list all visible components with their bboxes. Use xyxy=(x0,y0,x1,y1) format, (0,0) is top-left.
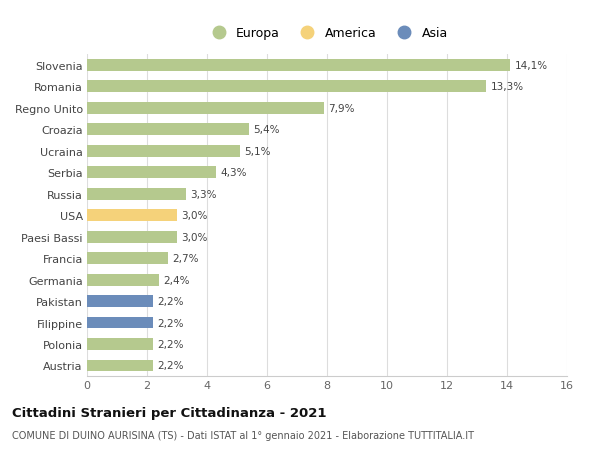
Bar xyxy=(87,317,153,329)
Text: 3,0%: 3,0% xyxy=(182,211,208,221)
Bar xyxy=(87,81,486,93)
Text: 2,2%: 2,2% xyxy=(157,339,184,349)
Text: 13,3%: 13,3% xyxy=(491,82,524,92)
Text: 2,2%: 2,2% xyxy=(157,361,184,371)
Bar xyxy=(87,360,153,372)
Text: 14,1%: 14,1% xyxy=(515,61,548,71)
Text: 3,3%: 3,3% xyxy=(191,189,217,199)
Text: 2,4%: 2,4% xyxy=(163,275,190,285)
Bar xyxy=(87,274,159,286)
Bar xyxy=(87,296,153,308)
Bar xyxy=(87,210,177,222)
Text: 7,9%: 7,9% xyxy=(329,104,355,114)
Bar xyxy=(87,60,510,72)
Text: 2,2%: 2,2% xyxy=(157,318,184,328)
Bar xyxy=(87,231,177,243)
Bar xyxy=(87,338,153,350)
Bar xyxy=(87,252,168,264)
Text: 4,3%: 4,3% xyxy=(221,168,247,178)
Bar xyxy=(87,103,324,115)
Text: COMUNE DI DUINO AURISINA (TS) - Dati ISTAT al 1° gennaio 2021 - Elaborazione TUT: COMUNE DI DUINO AURISINA (TS) - Dati IST… xyxy=(12,431,474,441)
Bar xyxy=(87,146,240,157)
Text: 3,0%: 3,0% xyxy=(182,232,208,242)
Text: 5,1%: 5,1% xyxy=(245,146,271,157)
Bar xyxy=(87,189,186,200)
Text: 5,4%: 5,4% xyxy=(254,125,280,135)
Bar xyxy=(87,124,249,136)
Bar xyxy=(87,167,216,179)
Text: 2,2%: 2,2% xyxy=(157,297,184,307)
Text: 2,7%: 2,7% xyxy=(173,253,199,263)
Legend: Europa, America, Asia: Europa, America, Asia xyxy=(203,24,451,42)
Text: Cittadini Stranieri per Cittadinanza - 2021: Cittadini Stranieri per Cittadinanza - 2… xyxy=(12,406,326,419)
